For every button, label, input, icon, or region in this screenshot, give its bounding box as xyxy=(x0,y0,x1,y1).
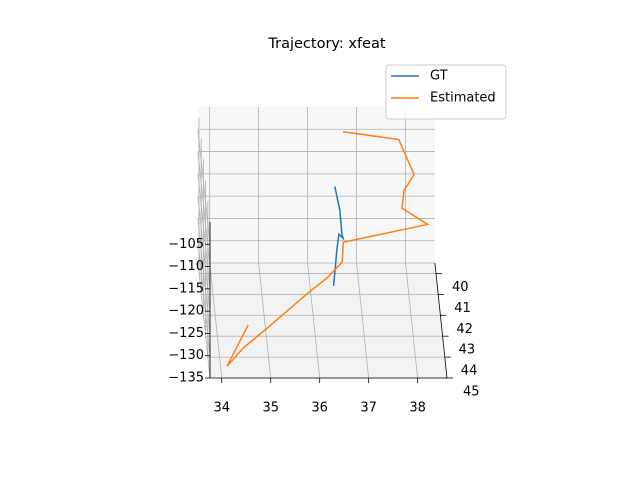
trajectory-line xyxy=(226,130,430,367)
legend-label: GT xyxy=(430,69,448,84)
z-tick-label: −115 xyxy=(168,281,204,296)
y-tick-label: 45 xyxy=(463,385,480,400)
grid-line xyxy=(258,262,272,379)
grid-line xyxy=(197,196,211,312)
x-tick-label: 38 xyxy=(409,401,426,416)
z-tick-label: −105 xyxy=(168,237,204,252)
y-tick-label: 40 xyxy=(452,280,469,295)
z-tick-label: −130 xyxy=(168,348,204,363)
y-tick-label: 43 xyxy=(459,343,476,358)
x-tick-label: 35 xyxy=(262,401,279,416)
grid-line xyxy=(197,173,211,289)
grid-line xyxy=(197,262,211,379)
z-tick-label: −120 xyxy=(168,304,204,319)
grid-line xyxy=(197,129,211,245)
trajectory-line xyxy=(332,186,345,287)
grid-line xyxy=(405,262,419,379)
x-tick-label: 34 xyxy=(213,401,230,416)
z-tick-label: −125 xyxy=(168,326,204,341)
grid-line xyxy=(197,151,211,267)
y-tick-label: 42 xyxy=(456,322,473,337)
grid-line xyxy=(209,262,223,379)
legend-box xyxy=(385,64,507,120)
grid-line xyxy=(307,262,321,379)
y-tick-label: 44 xyxy=(461,364,478,379)
x-tick-label: 37 xyxy=(360,401,377,416)
z-tick-label: −110 xyxy=(168,259,204,274)
z-tick-label: −135 xyxy=(168,371,204,386)
axis-line xyxy=(434,262,448,379)
chart-title: Trajectory: xfeat xyxy=(267,36,386,52)
legend-label: Estimated xyxy=(430,91,496,106)
grid-line xyxy=(197,240,211,356)
y-tick-label: 41 xyxy=(454,301,471,316)
floor-pane xyxy=(197,263,447,378)
back-pane xyxy=(197,107,435,263)
grid-line xyxy=(197,218,211,334)
grid-line xyxy=(356,262,370,379)
x-tick-label: 36 xyxy=(311,401,328,416)
